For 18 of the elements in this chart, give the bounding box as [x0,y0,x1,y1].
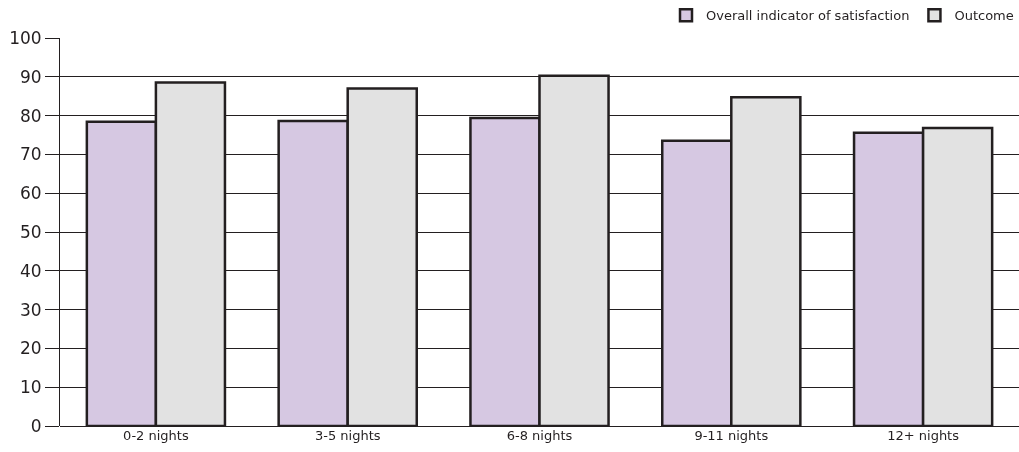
y-tick-label: 10 [19,377,42,398]
y-tick-label: 40 [19,260,42,281]
y-tick-label: 70 [19,144,42,165]
legend-label: Overall indicator of satisfaction [706,8,910,24]
y-tick-label: 90 [19,66,42,87]
y-tick-label: 20 [19,338,42,359]
x-tick-label: 9-11 nights [694,428,769,443]
y-tick-label: 60 [19,183,42,204]
y-tick-label: 30 [19,299,42,320]
x-tick-label: 12+ nights [887,428,960,443]
y-tick-label: 80 [19,105,42,126]
x-tick-label: 0-2 nights [123,428,189,443]
y-tick-label: 0 [30,415,42,436]
legend-label: Outcome [954,8,1014,24]
y-tick-label: 100 [9,27,42,48]
x-tick-label: 3-5 nights [314,428,381,443]
y-tick-label: 50 [19,221,42,242]
x-tick-label: 6-8 nights [506,428,573,443]
